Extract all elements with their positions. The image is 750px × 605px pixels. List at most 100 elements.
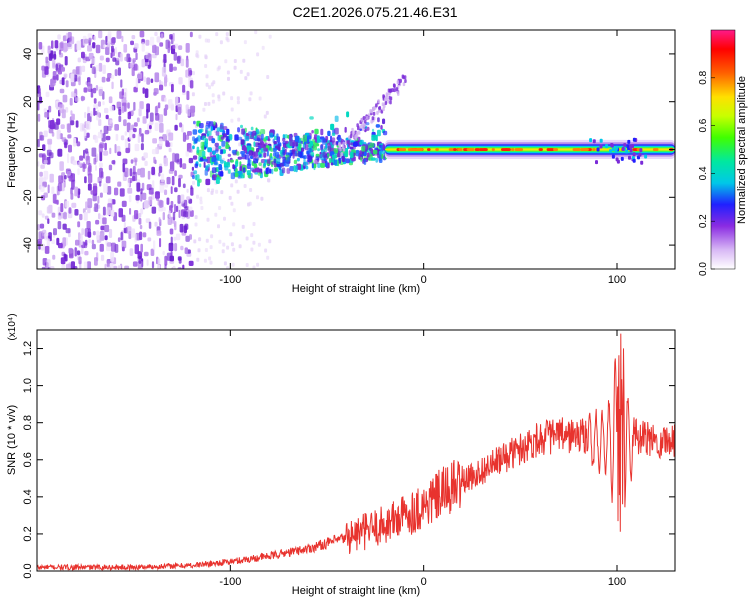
heatmap-noise-cell: [63, 212, 67, 220]
heatmap-faint-cell: [205, 74, 209, 79]
heatmap-faint-cell: [217, 97, 221, 102]
heatmap-noise-cell: [158, 166, 163, 173]
heatmap-streak-cell: [382, 94, 385, 99]
heatmap-noise-cell: [140, 208, 144, 215]
heatmap-noise-cell: [133, 157, 138, 163]
heatmap-noise-cell: [65, 228, 71, 234]
heatmap-streak-cell: [389, 88, 392, 93]
heatmap-noise-cell: [64, 175, 67, 180]
heatmap-noise-cell: [166, 252, 172, 261]
heatmap-scatter-cell: [382, 144, 385, 151]
heatmap-faint-cell: [260, 196, 264, 201]
heatmap-scatter-cell: [219, 124, 223, 130]
heatmap-disturbance-cell: [632, 137, 636, 142]
heatmap-streak-cell: [370, 119, 373, 124]
heatmap-noise-cell: [115, 133, 119, 141]
heatmap-noise-cell: [85, 239, 88, 246]
heatmap-faint-cell: [204, 64, 208, 68]
heatmap-faint-cell: [230, 96, 234, 101]
heatmap-noise-cell: [124, 56, 128, 61]
heatmap-noise-cell: [90, 88, 94, 98]
heatmap-noise-cell: [104, 263, 107, 269]
heatmap-noise-cell: [41, 213, 45, 218]
heatmap-noise-cell: [51, 239, 56, 244]
heatmap-streak-cell: [395, 87, 399, 92]
heatmap-scatter-cell: [373, 149, 378, 155]
heatmap-streak-cell: [346, 140, 350, 144]
heatmap-streak-cell: [375, 103, 378, 108]
heatmap-noise-cell: [108, 96, 113, 104]
heatmap-scatter-cell: [217, 134, 220, 141]
heatmap-faint-cell: [250, 233, 254, 238]
heatmap-noise-cell: [72, 160, 77, 166]
heatmap-scatter-cell: [306, 135, 312, 140]
heatmap-noise-cell: [97, 195, 100, 204]
heatmap-scatter-cell: [232, 164, 235, 170]
heatmap-noise-cell: [157, 102, 161, 109]
heatmap-scatter-cell: [219, 149, 223, 155]
heatmap-scatter-cell: [196, 137, 199, 142]
heatmap-streak-cell: [338, 153, 341, 158]
heatmap-noise-cell: [152, 180, 155, 190]
heatmap-noise-cell: [85, 148, 89, 154]
heatmap-scatter-cell: [273, 167, 278, 172]
heatmap-noise-cell: [180, 245, 184, 251]
heatmap-peak-cell: [553, 148, 558, 151]
heatmap-noise-cell: [93, 157, 97, 165]
heatmap-noise-cell: [75, 120, 79, 128]
heatmap-scatter-cell: [203, 158, 208, 162]
heatmap-noise-cell: [86, 261, 91, 269]
heatmap-noise-cell: [77, 168, 80, 176]
heatmap-noise-cell: [65, 107, 69, 113]
heatmap-scatter-cell: [327, 145, 332, 152]
heatmap-scatter-cell: [252, 169, 257, 173]
heatmap-noise-cell: [98, 213, 101, 220]
heatmap-noise-cell: [67, 170, 72, 176]
heatmap-noise-cell: [159, 200, 164, 208]
heatmap-noise-cell: [39, 135, 45, 141]
heatmap-scatter-cell: [205, 178, 211, 186]
heatmap-noise-cell: [57, 182, 62, 192]
heatmap-scatter-cell: [320, 145, 324, 149]
heatmap-scatter-cell: [294, 150, 297, 157]
heatmap-noise-cell: [140, 188, 143, 195]
heatmap-scatter-cell: [375, 124, 380, 128]
heatmap-peak-cell: [517, 148, 523, 151]
heatmap-noise-cell: [133, 122, 138, 127]
heatmap-streak-cell: [351, 131, 355, 136]
heatmap-noise-cell: [190, 187, 194, 196]
heatmap-faint-cell: [267, 178, 270, 183]
heatmap-noise-cell: [182, 183, 186, 189]
heatmap-faint-cell: [232, 247, 236, 252]
heatmap-streak-cell: [360, 117, 364, 122]
heatmap-noise-cell: [65, 32, 68, 40]
heatmap-noise-cell: [111, 81, 114, 90]
heatmap-faint-cell: [209, 245, 213, 250]
heatmap-noise-cell: [138, 255, 142, 264]
heatmap-faint-cell: [249, 91, 253, 96]
heatmap-noise-cell: [47, 184, 50, 194]
heatmap-faint-cell: [211, 188, 215, 193]
heatmap-scatter-cell: [203, 161, 206, 168]
heatmap-faint-cell: [231, 262, 235, 267]
heatmap-noise-cell: [68, 247, 73, 254]
heatmap-faint-cell: [236, 96, 240, 101]
heatmap-scatter-cell: [279, 163, 284, 168]
heatmap-noise-cell: [170, 236, 173, 246]
heatmap-scatter-cell: [331, 132, 336, 137]
spectrogram-x-tick-label: -100: [219, 274, 241, 286]
heatmap-faint-cell: [230, 118, 234, 123]
heatmap-noise-cell: [147, 237, 152, 242]
heatmap-faint-cell: [215, 189, 219, 194]
heatmap-noise-cell: [118, 208, 123, 218]
heatmap-noise-cell: [87, 106, 90, 114]
heatmap-noise-cell: [51, 186, 55, 195]
heatmap-noise-cell: [60, 203, 64, 213]
heatmap-noise-cell: [148, 221, 152, 229]
heatmap-scatter-cell: [320, 162, 325, 168]
heatmap-faint-cell: [256, 52, 260, 57]
heatmap-noise-cell: [72, 93, 77, 98]
heatmap-scatter-cell: [201, 150, 206, 157]
heatmap-disturbance-cell: [589, 138, 593, 143]
heatmap-scatter-cell: [344, 150, 348, 158]
